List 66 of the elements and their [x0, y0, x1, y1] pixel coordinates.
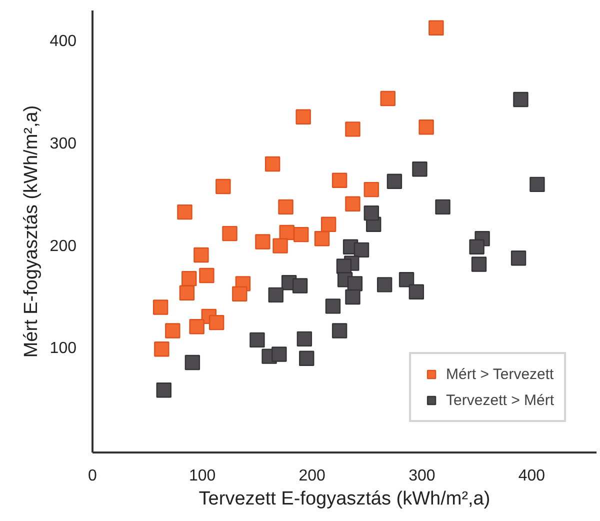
legend-label: Tervezett > Mért — [446, 392, 554, 408]
point — [189, 319, 204, 334]
point — [278, 199, 294, 215]
point — [255, 234, 270, 250]
point — [232, 286, 248, 302]
point — [222, 226, 238, 242]
point — [154, 342, 170, 357]
point — [296, 331, 312, 347]
point — [345, 196, 360, 212]
y-tick-label: 200 — [50, 238, 77, 255]
x-tick-label: 0 — [88, 468, 98, 484]
point — [325, 298, 341, 314]
point — [165, 323, 180, 338]
point — [345, 122, 360, 137]
legend-label: Mért > Tervezett — [446, 366, 554, 382]
point — [216, 178, 231, 194]
point — [380, 90, 396, 106]
x-axis-title: Tervezett E-fogyasztás (kWh/m²,a) — [198, 488, 490, 510]
point — [412, 161, 428, 177]
point — [364, 205, 379, 221]
point — [294, 226, 309, 242]
point — [292, 278, 308, 294]
point — [513, 92, 528, 108]
point — [299, 350, 314, 366]
point — [418, 120, 434, 135]
point — [354, 242, 370, 258]
point — [471, 256, 487, 272]
point — [530, 176, 545, 192]
x-tick-label: 100 — [188, 468, 216, 484]
point — [510, 250, 526, 266]
point — [184, 354, 200, 370]
point — [332, 323, 348, 338]
point — [428, 20, 444, 36]
point — [386, 174, 402, 189]
x-tick-label: 200 — [298, 468, 326, 484]
point — [332, 172, 348, 188]
point — [152, 300, 168, 315]
point — [177, 204, 192, 220]
point — [208, 314, 224, 330]
point — [268, 287, 284, 303]
x-tick-label: 400 — [518, 468, 546, 484]
point — [408, 284, 424, 300]
x-tick-label: 300 — [408, 468, 436, 484]
point — [250, 332, 265, 348]
y-tick-label: 100 — [50, 340, 77, 358]
point — [194, 247, 209, 263]
point — [296, 109, 311, 125]
point — [179, 285, 195, 300]
point — [264, 156, 280, 172]
point — [345, 289, 360, 305]
point — [314, 231, 330, 246]
point — [182, 270, 197, 286]
point — [272, 346, 287, 362]
point — [272, 238, 288, 254]
point — [199, 268, 214, 284]
point — [398, 272, 414, 288]
y-axis-title: Mért E-fogyasztás (kWh/m²,a) — [20, 105, 42, 358]
y-tick-label: 400 — [50, 33, 77, 50]
point — [376, 277, 392, 292]
point — [364, 182, 379, 198]
y-tick-label: 300 — [50, 135, 77, 152]
point — [469, 239, 484, 254]
point — [320, 216, 336, 232]
point — [347, 276, 363, 292]
point — [435, 199, 450, 215]
point — [156, 382, 172, 398]
